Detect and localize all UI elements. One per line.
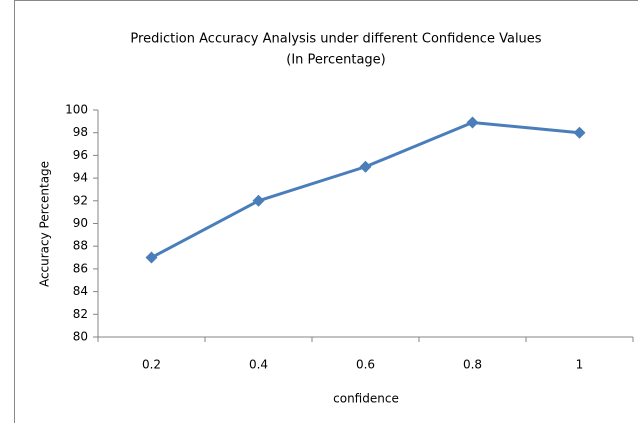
y-axis-label: Accuracy Percentage bbox=[38, 161, 52, 287]
y-tick-label: 84 bbox=[73, 284, 88, 298]
y-tick-label: 86 bbox=[73, 261, 88, 275]
data-point bbox=[252, 194, 265, 207]
y-tick-label: 92 bbox=[73, 193, 88, 207]
data-point bbox=[359, 160, 372, 173]
data-point bbox=[466, 116, 479, 129]
y-tick-label: 94 bbox=[73, 171, 88, 185]
chart-border bbox=[14, 0, 638, 423]
x-tick-label: 0.8 bbox=[463, 358, 482, 372]
y-tick-label: 88 bbox=[73, 239, 88, 253]
y-tick-label: 82 bbox=[73, 307, 88, 321]
y-tick-label: 100 bbox=[65, 103, 88, 117]
x-tick-label: 0.4 bbox=[249, 358, 268, 372]
y-tick-label: 96 bbox=[73, 148, 88, 162]
y-tick-label: 80 bbox=[73, 330, 88, 344]
data-line bbox=[150, 120, 580, 259]
data-point bbox=[145, 251, 158, 264]
y-tick-label: 90 bbox=[73, 216, 88, 230]
x-tick-label: 1 bbox=[576, 358, 584, 372]
x-tick-label: 0.2 bbox=[142, 358, 161, 372]
y-tick-label: 98 bbox=[73, 125, 88, 139]
x-axis-label: confidence bbox=[333, 392, 399, 406]
data-point bbox=[573, 126, 586, 139]
chart-title: Prediction Accuracy Analysis under diffe… bbox=[130, 32, 541, 47]
x-tick-label: 0.6 bbox=[356, 358, 375, 372]
chart-subtitle: (In Percentage) bbox=[286, 53, 385, 68]
